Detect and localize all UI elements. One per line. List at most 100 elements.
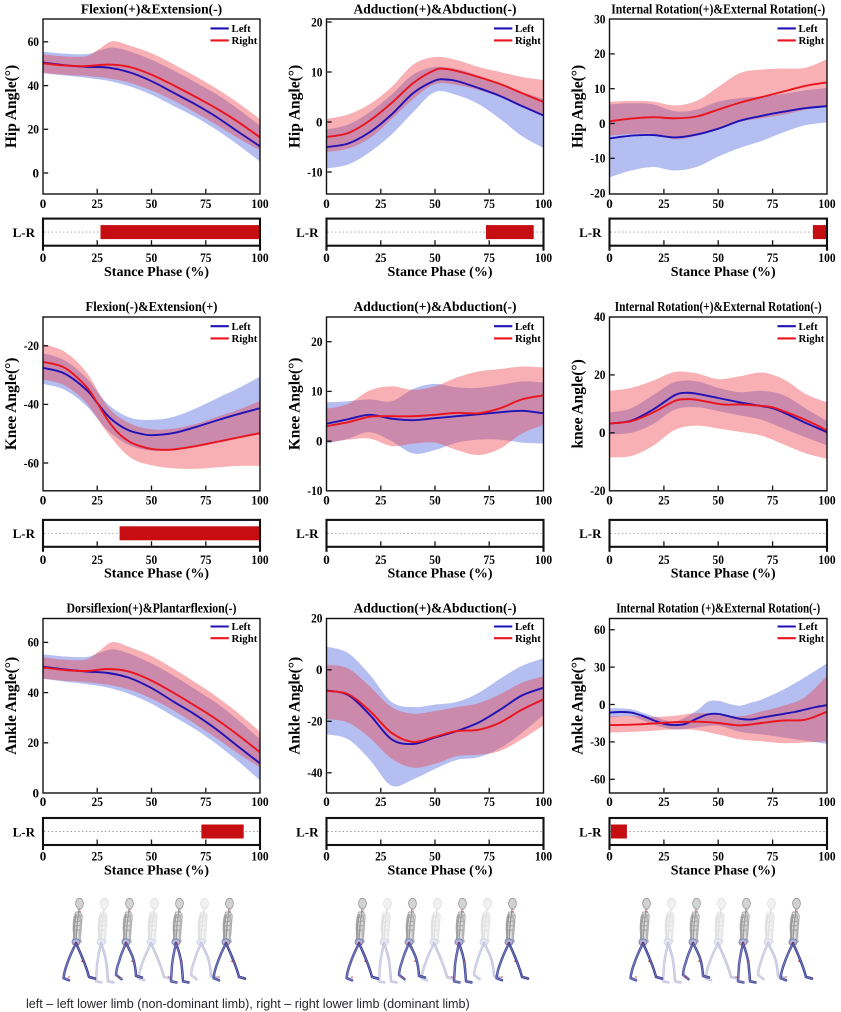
svg-text:100: 100 (535, 493, 552, 508)
svg-text:100: 100 (818, 849, 835, 864)
svg-text:-20: -20 (590, 483, 605, 498)
svg-text:Knee Angle(°): Knee Angle(°) (287, 358, 304, 451)
svg-text:0: 0 (323, 552, 330, 567)
svg-text:Right: Right (799, 633, 825, 645)
svg-text:0: 0 (606, 794, 613, 809)
svg-text:25: 25 (375, 493, 387, 508)
svg-text:60: 60 (28, 635, 39, 650)
svg-text:50: 50 (713, 493, 724, 508)
svg-text:Left: Left (799, 321, 819, 333)
svg-text:Stance Phase (%): Stance Phase (%) (671, 864, 776, 879)
svg-text:Stance Phase (%): Stance Phase (%) (104, 864, 209, 879)
svg-text:0: 0 (323, 196, 330, 211)
svg-text:Stance Phase (%): Stance Phase (%) (671, 265, 776, 280)
svg-text:Internal Rotation (+)&External: Internal Rotation (+)&External Rotation(… (616, 601, 820, 616)
svg-text:0: 0 (40, 849, 47, 864)
svg-text:Right: Right (515, 333, 541, 345)
svg-text:Hip Angle(°): Hip Angle(°) (3, 65, 20, 148)
svg-text:Stance Phase (%): Stance Phase (%) (104, 567, 209, 582)
svg-text:0: 0 (599, 425, 606, 440)
svg-text:20: 20 (311, 14, 322, 29)
svg-text:20: 20 (28, 122, 39, 137)
svg-text:10: 10 (594, 81, 605, 96)
svg-text:-10: -10 (307, 483, 322, 498)
svg-text:-60: -60 (24, 455, 39, 470)
svg-text:Left: Left (232, 621, 252, 633)
svg-text:75: 75 (200, 493, 212, 508)
svg-text:50: 50 (146, 552, 157, 567)
svg-text:50: 50 (713, 552, 724, 567)
svg-text:Ankle Angle(°): Ankle Angle(°) (3, 657, 20, 755)
svg-text:25: 25 (658, 196, 670, 211)
svg-text:-40: -40 (24, 397, 39, 412)
svg-text:50: 50 (146, 493, 157, 508)
svg-text:-20: -20 (590, 185, 605, 200)
svg-text:25: 25 (658, 849, 670, 864)
svg-text:50: 50 (713, 849, 724, 864)
svg-text:-10: -10 (590, 151, 605, 166)
svg-text:0: 0 (40, 196, 47, 211)
svg-text:-10: -10 (307, 164, 322, 179)
svg-text:0: 0 (606, 196, 613, 211)
svg-text:75: 75 (767, 794, 779, 809)
svg-text:0: 0 (316, 114, 323, 129)
svg-text:20: 20 (28, 735, 39, 750)
svg-text:Left: Left (232, 23, 252, 35)
svg-text:75: 75 (200, 250, 212, 265)
svg-text:Adduction(+)&Abduction(-): Adduction(+)&Abduction(-) (354, 299, 517, 314)
svg-text:25: 25 (658, 493, 670, 508)
svg-text:0: 0 (323, 493, 330, 508)
svg-text:100: 100 (818, 794, 835, 809)
svg-text:L-R: L-R (579, 824, 602, 839)
svg-text:50: 50 (713, 196, 724, 211)
svg-text:Internal Rotation(+)&External: Internal Rotation(+)&External Rotation(-… (611, 2, 825, 17)
svg-text:0: 0 (606, 250, 613, 265)
svg-text:Dorsiflexion(+)&Plantarflexion: Dorsiflexion(+)&Plantarflexion(-) (67, 601, 237, 616)
svg-text:Ankle Angle(°): Ankle Angle(°) (570, 657, 587, 755)
svg-text:Internal Rotation(+)&External: Internal Rotation(+)&External Rotation(-… (615, 299, 822, 314)
svg-text:10: 10 (311, 384, 322, 399)
svg-text:Left: Left (232, 321, 252, 333)
svg-text:100: 100 (251, 849, 268, 864)
svg-text:Flexion(-)&Extension(+): Flexion(-)&Extension(+) (86, 299, 218, 314)
svg-text:50: 50 (146, 794, 157, 809)
svg-text:Left: Left (799, 23, 819, 35)
svg-text:Hip Angle(°): Hip Angle(°) (287, 65, 304, 148)
svg-text:75: 75 (200, 196, 212, 211)
svg-text:-20: -20 (307, 714, 322, 729)
svg-text:Stance Phase (%): Stance Phase (%) (388, 567, 493, 582)
svg-text:50: 50 (713, 250, 724, 265)
svg-text:25: 25 (375, 849, 387, 864)
svg-text:75: 75 (767, 250, 779, 265)
svg-text:50: 50 (146, 849, 157, 864)
svg-text:100: 100 (818, 552, 835, 567)
svg-text:-60: -60 (590, 772, 605, 787)
svg-text:100: 100 (251, 794, 268, 809)
svg-text:0: 0 (33, 165, 40, 180)
svg-text:50: 50 (429, 794, 440, 809)
svg-text:25: 25 (92, 196, 104, 211)
svg-text:25: 25 (658, 552, 670, 567)
svg-text:Right: Right (232, 333, 258, 345)
svg-text:0: 0 (316, 662, 323, 677)
svg-text:60: 60 (594, 622, 605, 637)
svg-text:50: 50 (429, 493, 440, 508)
svg-text:50: 50 (429, 196, 440, 211)
svg-text:-20: -20 (24, 338, 39, 353)
svg-text:L-R: L-R (296, 824, 319, 839)
svg-text:20: 20 (594, 367, 605, 382)
svg-text:Right: Right (515, 35, 541, 47)
svg-text:Right: Right (799, 333, 825, 345)
svg-text:100: 100 (251, 493, 268, 508)
svg-text:25: 25 (375, 196, 387, 211)
svg-text:50: 50 (713, 794, 724, 809)
svg-text:75: 75 (484, 196, 496, 211)
svg-text:knee Angle(°): knee Angle(°) (570, 359, 587, 448)
svg-text:Ankle Angle(°): Ankle Angle(°) (287, 657, 304, 755)
svg-text:0: 0 (40, 794, 47, 809)
svg-text:Stance Phase (%): Stance Phase (%) (104, 265, 209, 280)
svg-text:100: 100 (535, 794, 552, 809)
svg-text:100: 100 (535, 849, 552, 864)
svg-text:75: 75 (484, 552, 496, 567)
svg-text:75: 75 (767, 196, 779, 211)
